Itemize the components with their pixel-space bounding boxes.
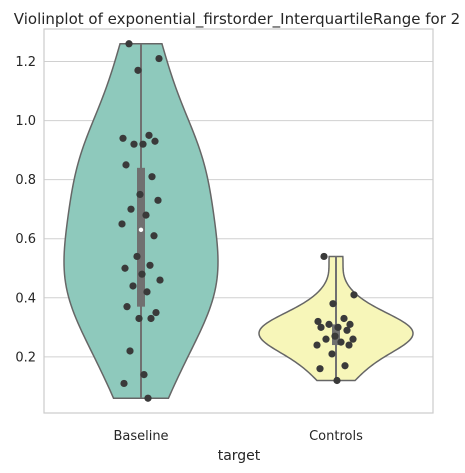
data-point [316, 365, 324, 373]
data-point [146, 261, 154, 269]
data-point [136, 190, 144, 199]
data-point [349, 335, 357, 343]
data-point [313, 341, 321, 349]
data-point [337, 338, 345, 346]
data-point [118, 220, 126, 228]
y-tick-label: 1.0 [15, 114, 36, 129]
x-tick-labels: Baseline Controls [113, 429, 363, 444]
data-point [343, 326, 351, 334]
data-point [150, 232, 158, 240]
data-point [145, 131, 153, 139]
y-tick-label: 0.4 [15, 291, 36, 306]
y-tick-label: 1.2 [15, 55, 36, 70]
data-point [144, 394, 152, 402]
data-point [155, 54, 163, 63]
strip-points [118, 40, 358, 402]
data-point [134, 66, 142, 74]
x-axis-label: target [218, 448, 261, 464]
data-point [320, 252, 328, 261]
median-marker-baseline [138, 227, 144, 233]
y-tick-label: 0.8 [15, 173, 36, 188]
data-point [133, 252, 141, 261]
data-point [127, 205, 135, 213]
data-point [143, 288, 151, 296]
data-point [142, 211, 150, 219]
data-point [325, 320, 333, 328]
data-point [122, 161, 130, 169]
data-point [329, 300, 337, 308]
x-tick-label: Controls [309, 429, 363, 444]
data-point [333, 376, 341, 385]
data-point [322, 335, 330, 343]
data-point [340, 314, 348, 323]
y-tick-labels: 0.2 0.4 0.6 0.8 1.0 1.2 [15, 55, 36, 365]
data-point [151, 137, 159, 145]
data-point [126, 347, 134, 355]
data-point [120, 379, 128, 388]
data-point [125, 40, 133, 48]
data-point [346, 320, 354, 328]
data-point [152, 308, 160, 317]
data-point [314, 317, 322, 326]
data-point [121, 264, 129, 272]
data-point [148, 173, 156, 181]
data-point [334, 323, 342, 331]
data-point [345, 341, 353, 349]
data-point [140, 371, 148, 379]
data-point [119, 134, 127, 142]
iqr-box-baseline [137, 167, 145, 307]
data-point [139, 140, 147, 148]
data-point [328, 350, 336, 358]
chart-title: Violinplot of exponential_firstorder_Int… [14, 10, 460, 29]
data-point [341, 362, 349, 370]
data-point [147, 314, 155, 323]
data-point [156, 276, 164, 284]
plot-frame [43, 28, 434, 414]
data-point [130, 140, 138, 148]
y-tick-label: 0.6 [15, 232, 36, 247]
data-point [154, 196, 162, 204]
data-point [350, 291, 358, 299]
data-point [129, 282, 137, 290]
violins [63, 43, 414, 399]
y-tick-label: 0.2 [15, 350, 36, 365]
data-point [135, 314, 143, 323]
data-point [123, 303, 131, 311]
data-point [331, 332, 339, 340]
data-point [138, 270, 146, 278]
data-point [317, 323, 325, 331]
x-tick-label: Baseline [113, 429, 168, 444]
